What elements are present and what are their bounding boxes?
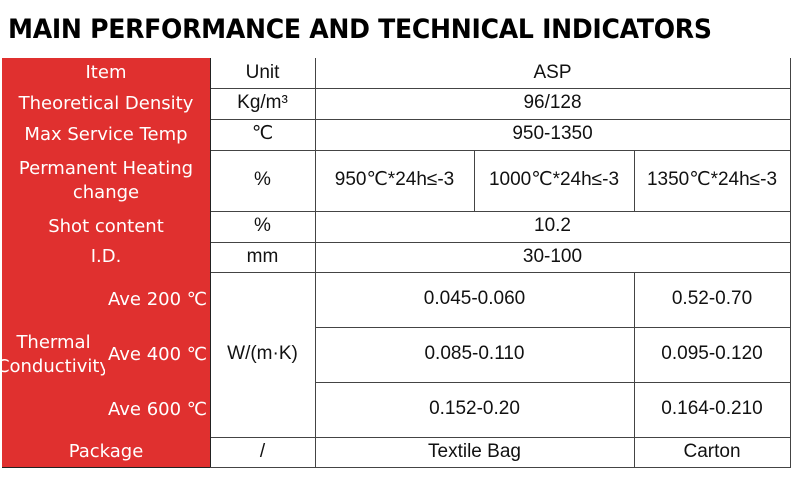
value-cell: Carton: [634, 437, 791, 468]
header-cell: Unit: [210, 58, 316, 89]
row-label: Max Service Temp: [2, 119, 211, 151]
unit-cell: Kg/m³: [210, 88, 316, 120]
value-cell: 0.085-0.110: [315, 327, 635, 383]
value-cell: 96/128: [315, 88, 791, 120]
value-cell: 30-100: [315, 242, 791, 273]
sub-label: Ave 200 ℃: [105, 272, 211, 328]
unit-cell: mm: [210, 242, 316, 273]
unit-cell: /: [210, 437, 316, 468]
header-cell: ASP: [315, 58, 791, 89]
row-label: Package: [2, 437, 211, 468]
sub-label: Ave 400 ℃: [105, 327, 211, 383]
header-cell: Item: [2, 58, 211, 89]
value-cell: 0.045-0.060: [315, 272, 635, 328]
row-label: Shot content: [2, 211, 211, 243]
value-cell: 1350℃*24h≤-3: [634, 150, 791, 212]
unit-cell: %: [210, 150, 316, 212]
value-cell: 0.52-0.70: [634, 272, 791, 328]
row-label: Theoretical Density: [2, 88, 211, 120]
unit-cell: ℃: [210, 119, 316, 151]
value-cell: 0.152-0.20: [315, 382, 635, 438]
value-cell: Textile Bag: [315, 437, 635, 468]
value-cell: 950℃*24h≤-3: [315, 150, 475, 212]
value-cell: 950-1350: [315, 119, 791, 151]
row-label: I.D.: [2, 242, 211, 273]
value-cell: 0.095-0.120: [634, 327, 791, 383]
row-label: Thermal Conductivity: [2, 272, 106, 438]
value-cell: 0.164-0.210: [634, 382, 791, 438]
unit-cell: W/(m·K): [210, 272, 316, 438]
sub-label: Ave 600 ℃: [105, 382, 211, 438]
unit-cell: %: [210, 211, 316, 243]
value-cell: 10.2: [315, 211, 791, 243]
value-cell: 1000℃*24h≤-3: [474, 150, 635, 212]
row-label: Permanent Heating change: [2, 150, 211, 212]
title: MAIN PERFORMANCE AND TECHNICAL INDICATOR…: [8, 14, 712, 45]
